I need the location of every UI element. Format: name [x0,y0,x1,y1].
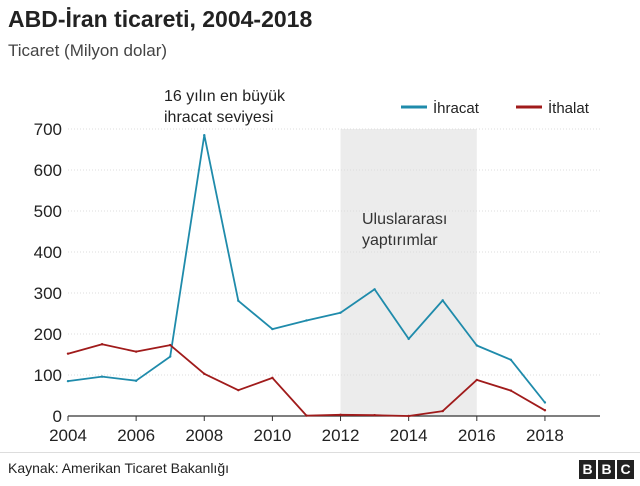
x-tick-label: 2012 [322,426,360,445]
data-point [339,311,342,314]
data-point [100,375,104,378]
data-point [509,389,513,392]
data-point [203,372,206,375]
y-tick-label: 100 [34,366,62,385]
bbc-logo: B B C [579,460,634,479]
y-tick-label: 600 [34,161,62,180]
y-tick-label: 400 [34,243,62,262]
peak-annotation: 16 yılın en büyük [164,88,286,105]
data-point [543,401,547,404]
y-tick-label: 700 [34,120,62,139]
data-point [100,343,104,346]
data-point [271,327,274,331]
data-point [66,379,70,383]
data-point [373,288,376,291]
chart-subtitle: Ticaret (Milyon dolar) [8,41,168,60]
data-point [169,355,172,358]
footer-divider [0,452,640,453]
x-tick-label: 2008 [185,426,223,445]
x-tick-label: 2018 [526,426,564,445]
data-point [169,343,172,347]
line-chart: 0 100 200 300 400 500 600 700 2004 2006 2008 2010 20… [34,88,600,445]
peak-annotation: ihracat seviyesi [164,109,273,126]
legend-label: İhracat [433,99,480,117]
source-note: Kaynak: Amerikan Ticaret Bakanlığı [8,460,229,476]
y-tick-label: 200 [34,325,62,344]
data-point [441,409,444,413]
data-point [134,350,138,353]
data-point [271,376,274,380]
y-tick-label: 300 [34,284,62,303]
y-tick-label: 0 [53,407,62,426]
y-tick-label: 500 [34,202,62,221]
bbc-logo-letter: B [598,460,615,479]
data-point [305,414,308,417]
data-point [407,337,410,341]
chart-title: ABD-İran ticareti, 2004-2018 [8,6,313,32]
data-point [475,344,478,347]
bbc-logo-letter: B [579,460,596,479]
data-point [407,414,410,418]
sanctions-label: Uluslararası [362,211,447,228]
legend-label: İthalat [548,99,590,117]
sanctions-shaded-region [340,129,477,416]
data-point [237,299,240,302]
x-tick-label: 2006 [117,426,155,445]
data-point [509,358,513,362]
x-tick-label: 2014 [390,426,428,445]
data-point [339,413,342,416]
bbc-logo-letter: C [617,460,634,479]
data-point [475,378,478,382]
data-point [441,299,444,302]
x-tick-label: 2016 [458,426,496,445]
sanctions-label: yaptırımlar [362,232,438,249]
data-point [66,352,70,355]
data-point [237,388,240,392]
data-point [134,379,138,382]
data-point [373,413,376,417]
x-tick-label: 2010 [253,426,291,445]
data-point [203,133,206,137]
data-point [543,409,547,412]
data-point [305,319,308,322]
x-tick-label: 2004 [49,426,87,445]
